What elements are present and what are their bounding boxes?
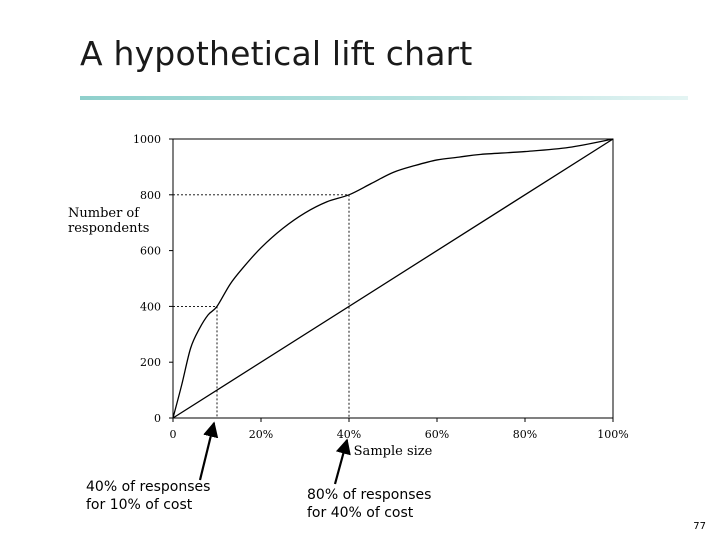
annotation-40-percent: 80% of responses for 40% of cost (307, 486, 431, 522)
arrow-10-percent (198, 421, 219, 481)
x-tick-label: 100% (597, 428, 628, 441)
x-tick-label: 40% (337, 428, 361, 441)
x-tick-label: 0 (170, 428, 177, 441)
y-tick-label: 200 (140, 356, 161, 369)
annotation-10-percent: 40% of responses for 10% of cost (86, 478, 210, 514)
y-tick-label: 0 (154, 412, 161, 425)
annotation-right-line1: 80% of responses (307, 487, 432, 503)
x-tick-label: 60% (425, 428, 449, 441)
y-tick-label: 400 (140, 300, 161, 313)
plot-frame (172, 138, 614, 419)
y-tick-label: 1000 (133, 133, 161, 146)
y-tick-label: 600 (140, 245, 161, 258)
series-line-lift (172, 138, 614, 419)
annotation-left-line1: 40% of responses (86, 479, 211, 495)
y-axis-label-line: respondents (68, 221, 149, 236)
series-line-baseline (172, 138, 614, 419)
annotation-right-line2: for 40% of cost (307, 505, 414, 521)
slide-title: A hypothetical lift chart (80, 34, 473, 73)
x-axis-label: Sample size (354, 444, 433, 459)
x-tick-label: 80% (513, 428, 537, 441)
x-tick-label: 20% (249, 428, 273, 441)
y-tick-label: 800 (140, 189, 161, 202)
arrow-40-percent (333, 438, 351, 485)
reference-line (173, 194, 350, 418)
annotation-left-line2: for 10% of cost (86, 497, 193, 513)
title-divider (80, 96, 688, 100)
reference-line (173, 305, 218, 418)
page-number: 77 (693, 521, 706, 532)
y-axis-label-line: Number of (68, 206, 140, 221)
